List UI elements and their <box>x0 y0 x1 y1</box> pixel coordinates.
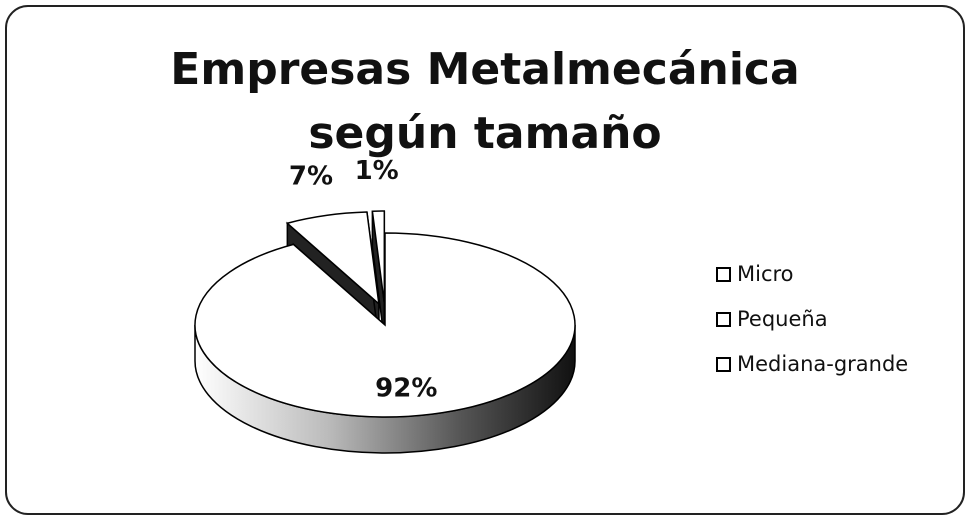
legend-label: Mediana-grande <box>737 352 908 376</box>
data-label: 7% <box>289 161 333 191</box>
data-label: 1% <box>355 156 399 186</box>
chart-frame <box>5 5 965 515</box>
slice <box>285 211 380 306</box>
data-label: 92% <box>375 374 437 404</box>
legend-label: Micro <box>737 262 794 286</box>
legend-swatch <box>716 312 731 327</box>
chart-title: Empresas Metalmecánica según tamaño <box>170 44 800 159</box>
legend-swatch <box>716 267 731 282</box>
legend-swatch <box>716 357 731 372</box>
legend-label: Pequeña <box>737 307 828 331</box>
slice <box>371 210 386 304</box>
slice <box>194 232 576 418</box>
